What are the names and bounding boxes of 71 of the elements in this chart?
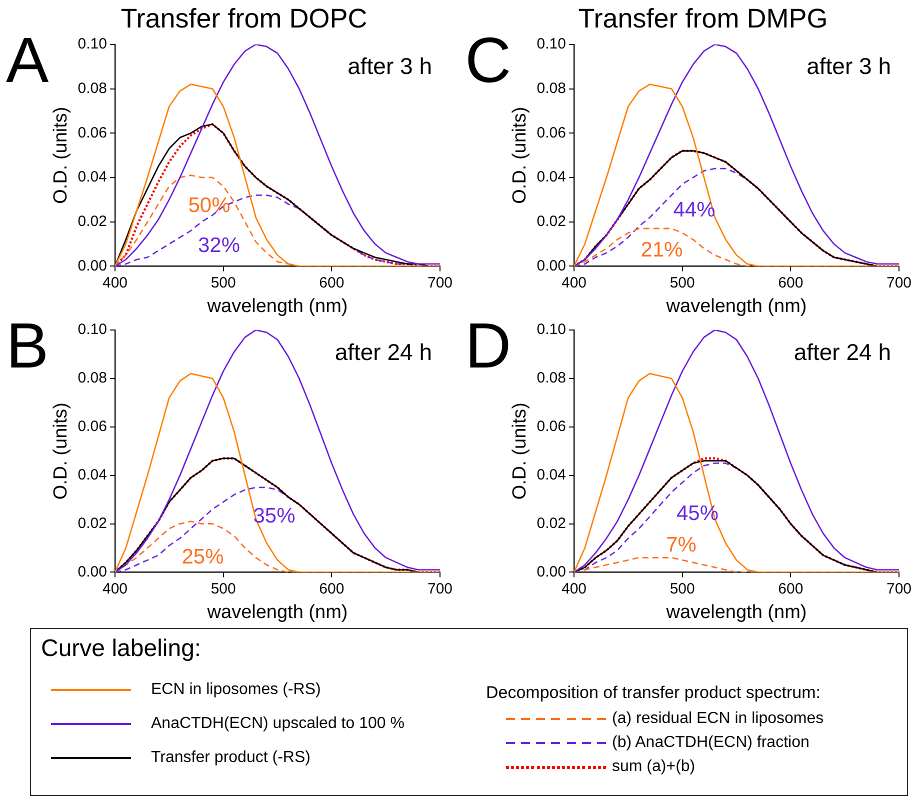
y-tick-label: 0.10 <box>536 321 566 338</box>
y-axis-title: O.D. (units) <box>510 402 531 500</box>
y-tick-label: 0.02 <box>536 212 566 230</box>
x-tick-label: 700 <box>886 580 912 598</box>
x-tick-label: 500 <box>210 580 236 598</box>
x-tick-label: 600 <box>319 580 344 598</box>
y-tick-label: 0.02 <box>78 212 107 230</box>
x-tick-label: 600 <box>778 580 804 598</box>
annotation: 21% <box>640 238 683 262</box>
y-axis-title: O.D. (units) <box>50 402 72 500</box>
y-tick-label: 0.10 <box>78 36 107 53</box>
y-tick-label: 0.00 <box>78 257 107 274</box>
legend-label: sum (a)+(b) <box>612 758 696 776</box>
x-tick-label: 700 <box>427 274 453 292</box>
legend-label: Transfer product (-RS) <box>151 749 310 767</box>
x-axis-title: wavelength (nm) <box>206 296 348 317</box>
legend-title: Curve labeling: <box>41 635 202 663</box>
y-tick-label: 0.02 <box>536 514 566 532</box>
text: Decomposition of transfer product spectrum: <box>486 683 822 703</box>
x-tick-label: 600 <box>319 274 344 292</box>
x-tick-label: 500 <box>670 580 695 598</box>
y-tick-label: 0.04 <box>78 168 107 186</box>
x-axis-title: wavelength (nm) <box>665 296 807 317</box>
annotation: 7% <box>666 533 696 556</box>
y-tick-label: 0.08 <box>536 80 566 97</box>
y-tick-label: 0.08 <box>536 370 566 387</box>
annotation: 32% <box>198 234 240 258</box>
text: A <box>6 24 49 96</box>
x-tick-label: 500 <box>210 274 236 292</box>
annotation: 25% <box>182 545 224 568</box>
x-tick-label: 400 <box>561 580 587 598</box>
y-axis-title: O.D. (units) <box>50 106 72 204</box>
y-tick-label: 0.06 <box>78 124 107 142</box>
y-tick-label: 0.04 <box>536 466 566 484</box>
y-tick-label: 0.10 <box>536 36 566 53</box>
chart-title: Transfer from DOPC <box>120 4 368 34</box>
x-tick-label: 400 <box>102 274 128 292</box>
legend-label: AnaCTDH(ECN) upscaled to 100 % <box>151 715 404 733</box>
chart-title: Transfer from DMPG <box>578 4 828 34</box>
y-tick-label: 0.00 <box>78 563 107 580</box>
annotation: 50% <box>188 194 230 218</box>
y-tick-label: 0.00 <box>536 257 566 274</box>
x-axis-title: wavelength (nm) <box>665 602 807 623</box>
x-tick-label: 600 <box>778 274 804 292</box>
y-tick-label: 0.04 <box>536 168 566 186</box>
y-tick-label: 0.08 <box>78 370 107 387</box>
y-tick-label: 0.04 <box>78 466 107 484</box>
x-tick-label: 400 <box>102 580 128 598</box>
x-axis-title: wavelength (nm) <box>206 602 348 623</box>
text: B <box>6 310 49 382</box>
x-tick-label: 700 <box>427 580 453 598</box>
annotation: after 24 h <box>794 338 891 365</box>
x-tick-label: 500 <box>670 274 695 292</box>
y-tick-label: 0.10 <box>78 321 107 338</box>
y-tick-label: 0.02 <box>78 514 107 532</box>
annotation: after 3 h <box>806 53 891 80</box>
y-tick-label: 0.06 <box>536 124 566 142</box>
y-tick-label: 0.00 <box>536 563 566 580</box>
x-tick-label: 700 <box>886 274 912 292</box>
text: D <box>465 310 512 382</box>
x-tick-label: 400 <box>561 274 587 292</box>
y-tick-label: 0.06 <box>536 418 566 436</box>
annotation: after 24 h <box>334 338 432 365</box>
y-tick-label: 0.08 <box>78 80 107 97</box>
annotation: after 3 h <box>348 53 432 80</box>
legend-label: ECN in liposomes (-RS) <box>151 681 321 699</box>
y-axis-title: O.D. (units) <box>510 106 531 204</box>
legend-label: (a) residual ECN in liposomes <box>612 710 824 728</box>
y-tick-label: 0.06 <box>78 418 107 436</box>
legend-label: (b) AnaCTDH(ECN) fraction <box>612 734 810 752</box>
text: C <box>465 24 512 96</box>
